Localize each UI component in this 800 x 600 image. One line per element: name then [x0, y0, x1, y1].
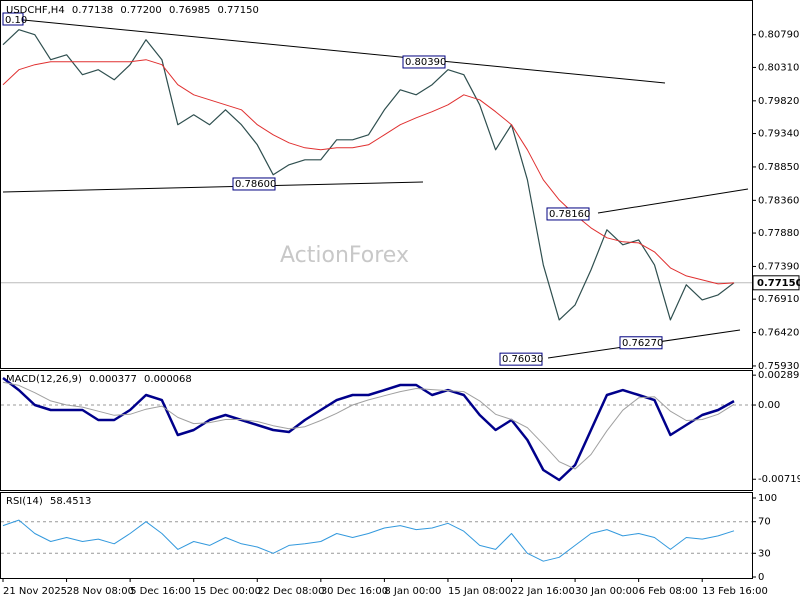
- y-tick-label: 0.80310: [758, 62, 799, 73]
- x-tick-label: 15 Jan 08:00: [448, 586, 511, 597]
- price-annotation: 0.76030: [502, 354, 543, 365]
- header-open: 0.77138: [72, 5, 113, 16]
- last-price-label: 0.77150: [757, 278, 800, 289]
- trend-line: [597, 188, 749, 214]
- price-pane: [0, 0, 753, 369]
- y-tick-label: 30: [758, 548, 771, 559]
- x-tick-label: 6 Feb 08:00: [639, 586, 698, 597]
- y-tick-label: 0.77880: [758, 228, 799, 239]
- y-tick-label: 0.78850: [758, 162, 799, 173]
- x-tick-label: 22 Jan 16:00: [512, 586, 575, 597]
- price-annotation-box: [619, 336, 663, 350]
- trend-line: [2, 17, 666, 84]
- price-annotation-box: [499, 352, 543, 366]
- series-line: [2, 29, 735, 321]
- y-tick-label: 0.78360: [758, 195, 799, 206]
- y-tick-label: 70: [758, 517, 771, 528]
- y-tick-label: 0.80790: [758, 30, 799, 41]
- y-tick-label: 0: [758, 572, 764, 583]
- y-tick-label: 0.002897: [758, 370, 800, 381]
- x-tick-label: 15 Dec 00:00: [194, 586, 261, 597]
- x-tick-label: 28 Nov 08:00: [67, 586, 134, 597]
- corner-box: [2, 12, 24, 26]
- x-tick-label: 5 Dec 16:00: [130, 586, 191, 597]
- price-annotation-box: [546, 207, 590, 221]
- y-tick-label: 0.75930: [758, 361, 799, 372]
- price-annotation: 0.78600: [235, 179, 276, 190]
- x-tick-label: 22 Dec 08:00: [257, 586, 324, 597]
- y-tick-label: 0.77390: [758, 261, 799, 272]
- price-annotation: 0.76270: [622, 338, 663, 349]
- rsi-value: 58.4513: [50, 496, 91, 507]
- rsi-title: RSI(14): [6, 496, 43, 507]
- last-price-box: [752, 275, 800, 291]
- macd-value: 0.000377: [89, 374, 137, 385]
- price-annotation-box: [232, 177, 276, 191]
- x-tick-label: 30 Jan 00:00: [575, 586, 638, 597]
- y-tick-label: 100: [758, 493, 777, 504]
- price-header: USDCHF,H4 0.77138 0.77200 0.76985 0.7715…: [6, 5, 259, 16]
- watermark: ActionForex: [280, 243, 409, 268]
- header-symbol: USDCHF,H4: [6, 5, 65, 16]
- header-high: 0.77200: [120, 5, 161, 16]
- y-tick-label: 0.79340: [758, 129, 799, 140]
- y-tick-label: 0.76910: [758, 294, 799, 305]
- series-line: [2, 59, 735, 285]
- x-tick-label: 30 Dec 16:00: [321, 586, 388, 597]
- y-tick-label: 0.00: [758, 400, 780, 411]
- macd-title: MACD(12,26,9): [6, 374, 82, 385]
- x-tick-label: 8 Jan 00:00: [384, 586, 441, 597]
- series-line: [2, 519, 735, 562]
- macd-pane: [0, 370, 753, 491]
- series-line: [2, 377, 735, 482]
- x-tick-label: 13 Feb 16:00: [702, 586, 768, 597]
- header-close: 0.77150: [218, 5, 259, 16]
- corner-label: 0.10: [5, 15, 27, 26]
- header-low: 0.76985: [169, 5, 210, 16]
- y-tick-label: 0.79820: [758, 96, 799, 107]
- price-annotation: 0.80390: [405, 57, 446, 68]
- y-tick-label: 0.76420: [758, 328, 799, 339]
- trend-line: [2, 181, 424, 193]
- signal-value: 0.000068: [144, 374, 192, 385]
- series-line: [2, 381, 735, 470]
- price-annotation: 0.78160: [549, 209, 590, 220]
- rsi-header: RSI(14) 58.4513: [6, 496, 91, 507]
- macd-header: MACD(12,26,9) 0.000377 0.000068: [6, 374, 192, 385]
- y-tick-label: -0.007197: [758, 474, 800, 485]
- x-tick-label: 21 Nov 2025: [3, 586, 67, 597]
- rsi-pane: [0, 492, 753, 579]
- price-annotation-box: [402, 55, 446, 69]
